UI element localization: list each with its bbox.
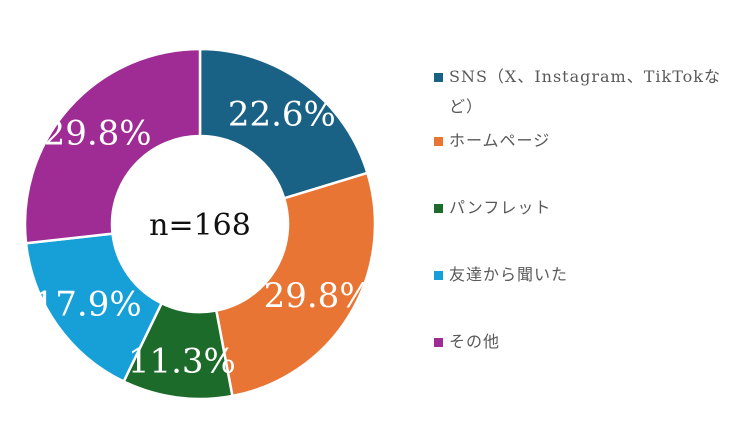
- legend-item-homepage: ホームページ: [434, 126, 729, 156]
- legend-label-sns: SNS（X、Instagram、TikTokなど）: [449, 67, 721, 116]
- slice-value-labels: 22.6% 29.8% 11.3% 17.9% 29.8%: [34, 94, 372, 381]
- slice-label-homepage: 29.8%: [264, 276, 372, 316]
- legend-swatch-other: [434, 338, 443, 347]
- legend-label-pamphlet: パンフレット: [449, 198, 552, 217]
- donut-slices: [23, 47, 377, 401]
- slice-homepage: [214, 171, 377, 398]
- slice-label-sns: 22.6%: [228, 94, 336, 134]
- slice-label-friend: 17.9%: [34, 284, 142, 324]
- legend-item-sns: SNS（X、Instagram、TikTokなど）: [434, 62, 729, 122]
- legend-label-other: その他: [449, 332, 501, 351]
- donut-chart: 22.6% 29.8% 11.3% 17.9% 29.8% n=168: [23, 47, 377, 401]
- legend-item-pamphlet: パンフレット: [434, 193, 729, 223]
- legend-swatch-friend: [434, 271, 443, 280]
- slice-other: [23, 47, 202, 245]
- legend-label-homepage: ホームページ: [449, 131, 551, 150]
- slice-label-pamphlet: 11.3%: [128, 341, 236, 381]
- legend-swatch-homepage: [434, 137, 443, 146]
- slice-friend: [24, 232, 164, 384]
- center-sample-size-label: n=168: [149, 208, 251, 243]
- legend-item-other: その他: [434, 327, 729, 357]
- slice-sns: [198, 47, 369, 200]
- legend-item-friend: 友達から聞いた: [434, 260, 729, 290]
- legend-swatch-pamphlet: [434, 204, 443, 213]
- slice-label-other: 29.8%: [44, 113, 152, 153]
- legend-label-friend: 友達から聞いた: [449, 265, 569, 284]
- legend-swatch-sns: [434, 73, 443, 82]
